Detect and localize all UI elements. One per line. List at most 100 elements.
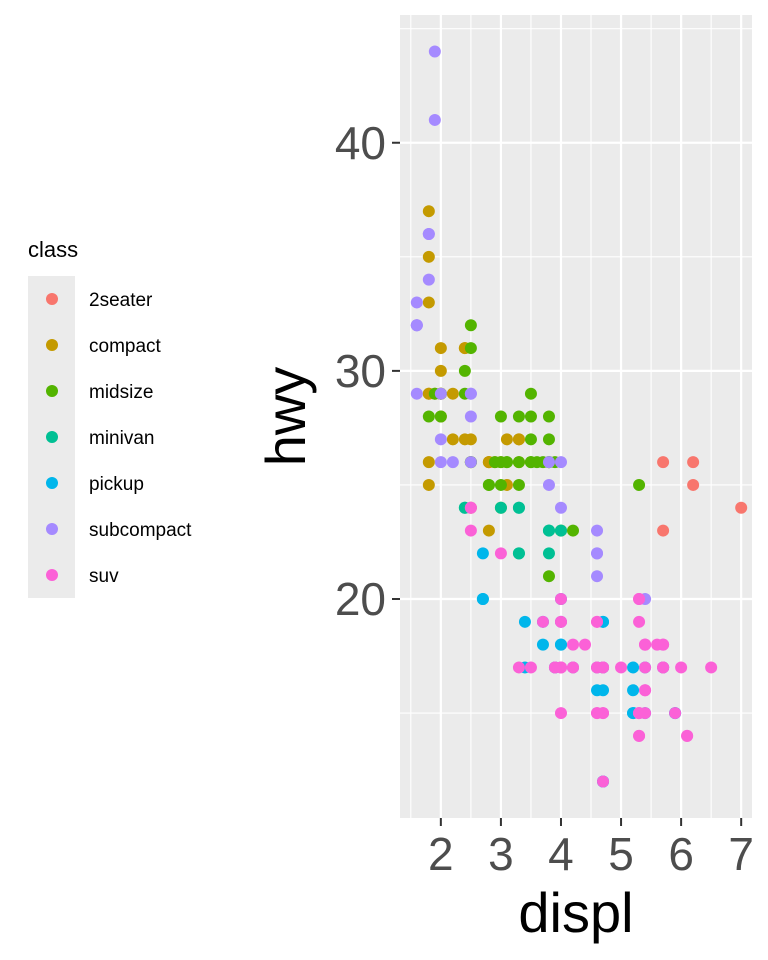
data-point xyxy=(591,661,604,674)
data-point xyxy=(458,433,471,446)
data-point xyxy=(669,707,682,720)
data-point xyxy=(542,524,555,537)
data-point xyxy=(446,387,459,400)
data-point xyxy=(597,775,610,788)
data-point xyxy=(591,684,604,697)
x-tick-label: 5 xyxy=(608,828,634,880)
x-tick-label: 2 xyxy=(428,828,454,880)
data-point xyxy=(542,547,555,560)
data-point xyxy=(446,456,459,469)
data-point xyxy=(512,547,525,560)
data-point xyxy=(591,615,604,628)
data-point xyxy=(422,205,435,218)
legend-label-minivan: minivan xyxy=(89,428,154,449)
data-point xyxy=(542,410,555,423)
data-point xyxy=(651,638,664,651)
data-point xyxy=(476,547,489,560)
data-point xyxy=(687,478,700,491)
data-point xyxy=(494,410,507,423)
data-point xyxy=(554,456,567,469)
data-point xyxy=(566,524,579,537)
data-point xyxy=(591,570,604,583)
data-point xyxy=(422,296,435,309)
legend-label-2seater: 2seater xyxy=(89,290,153,311)
data-point xyxy=(458,364,471,377)
x-tick-label: 6 xyxy=(668,828,694,880)
data-point xyxy=(554,524,567,537)
data-point xyxy=(464,501,477,514)
data-point xyxy=(524,387,537,400)
data-point xyxy=(422,478,435,491)
legend-key-subcompact xyxy=(46,523,58,535)
data-point xyxy=(464,410,477,423)
data-points xyxy=(410,45,748,788)
data-point xyxy=(566,661,579,674)
data-point xyxy=(554,638,567,651)
data-point xyxy=(482,478,495,491)
data-point xyxy=(554,501,567,514)
data-point xyxy=(633,478,646,491)
data-point xyxy=(681,729,694,742)
data-point xyxy=(542,570,555,583)
y-tick-label: 40 xyxy=(335,117,386,169)
data-point xyxy=(536,615,549,628)
series-subcompact xyxy=(410,45,652,605)
data-point xyxy=(512,501,525,514)
data-point xyxy=(512,456,525,469)
data-point xyxy=(422,273,435,286)
legend-key-2seater xyxy=(46,293,58,305)
data-point xyxy=(434,456,447,469)
data-point xyxy=(615,661,628,674)
data-point xyxy=(639,684,652,697)
data-point xyxy=(554,615,567,628)
data-point xyxy=(579,638,592,651)
data-point xyxy=(512,433,525,446)
data-point xyxy=(566,638,579,651)
x-tick-label: 7 xyxy=(728,828,754,880)
data-point xyxy=(627,661,640,674)
data-point xyxy=(494,547,507,560)
data-point xyxy=(542,433,555,446)
data-point xyxy=(488,456,501,469)
data-point xyxy=(464,387,477,400)
data-point xyxy=(524,410,537,423)
data-point xyxy=(512,661,525,674)
data-point xyxy=(591,547,604,560)
data-point xyxy=(657,456,670,469)
legend-label-suv: suv xyxy=(89,566,119,587)
data-point xyxy=(735,501,748,514)
legend-label-compact: compact xyxy=(89,336,162,357)
data-point xyxy=(464,456,477,469)
data-point xyxy=(494,478,507,491)
plot-panel xyxy=(400,15,752,818)
data-point xyxy=(410,387,423,400)
data-point xyxy=(554,593,567,605)
data-point xyxy=(428,113,441,126)
data-point xyxy=(422,250,435,263)
data-point xyxy=(639,707,652,720)
data-point xyxy=(512,478,525,491)
data-point xyxy=(410,296,423,309)
legend-key-minivan xyxy=(46,431,58,443)
legend-label-pickup: pickup xyxy=(89,474,144,495)
data-point xyxy=(500,433,513,446)
data-point xyxy=(434,433,447,446)
data-point xyxy=(633,615,646,628)
legend-label-subcompact: subcompact xyxy=(89,520,192,541)
data-point xyxy=(675,661,688,674)
data-point xyxy=(422,456,435,469)
data-point xyxy=(428,45,441,58)
data-point xyxy=(597,707,610,720)
data-point xyxy=(548,661,561,674)
data-point xyxy=(524,661,537,674)
data-point xyxy=(434,410,447,423)
y-axis-title: hwy xyxy=(254,367,317,467)
data-point xyxy=(464,319,477,332)
data-point xyxy=(657,524,670,537)
data-point xyxy=(422,228,435,240)
data-point xyxy=(464,524,477,537)
data-point xyxy=(657,661,670,674)
legend-key-midsize xyxy=(46,385,58,397)
data-point xyxy=(536,638,549,651)
